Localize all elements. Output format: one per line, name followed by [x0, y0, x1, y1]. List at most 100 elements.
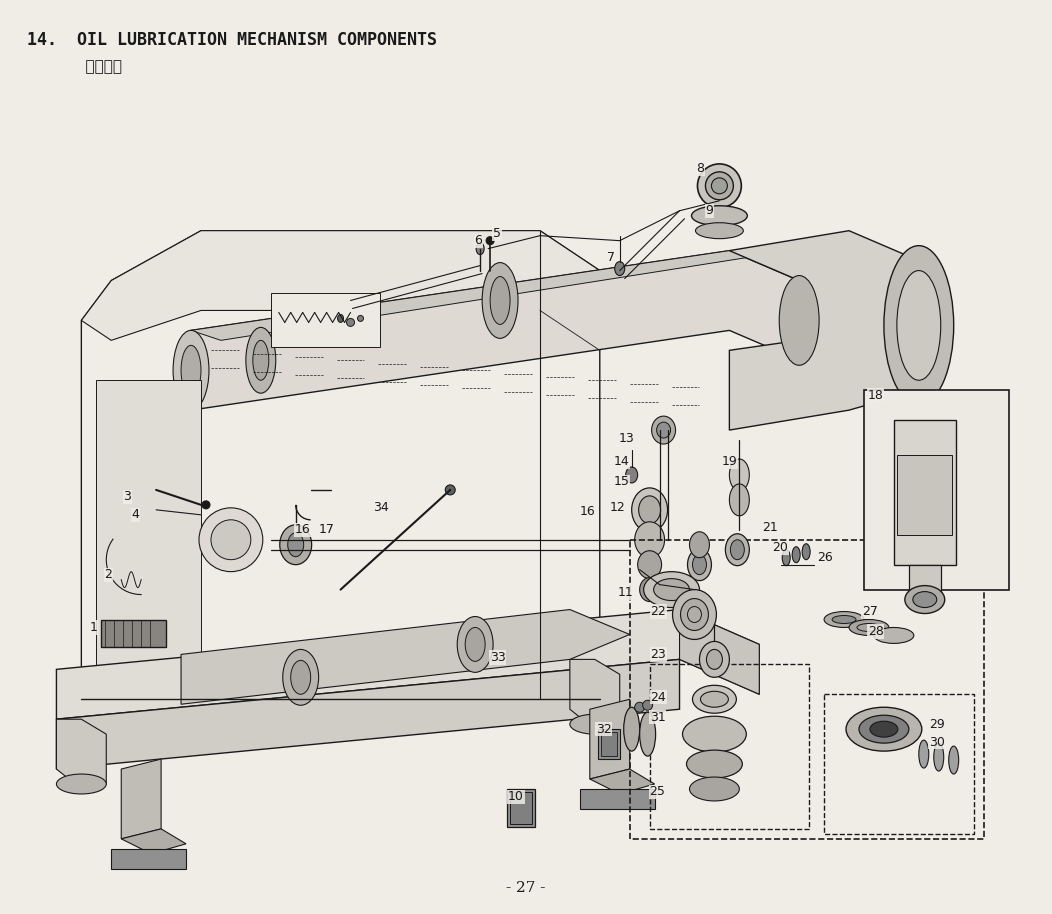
Ellipse shape — [174, 330, 209, 410]
Ellipse shape — [346, 318, 355, 326]
Text: 24: 24 — [650, 691, 666, 704]
Ellipse shape — [691, 206, 747, 226]
Text: 9: 9 — [706, 204, 713, 218]
Ellipse shape — [651, 416, 675, 444]
Text: 3: 3 — [123, 491, 132, 504]
Ellipse shape — [283, 650, 319, 706]
Bar — [112, 849, 186, 868]
Ellipse shape — [729, 459, 749, 491]
Text: 13: 13 — [619, 431, 634, 444]
Polygon shape — [57, 610, 760, 719]
Ellipse shape — [656, 422, 670, 438]
Text: 14.  OIL LUBRICATION MECHANISM COMPONENTS: 14. OIL LUBRICATION MECHANISM COMPONENTS — [26, 31, 437, 49]
Text: 21: 21 — [763, 521, 778, 535]
Text: 28: 28 — [868, 625, 884, 638]
Ellipse shape — [672, 590, 716, 640]
Polygon shape — [81, 230, 600, 699]
Text: 11: 11 — [618, 586, 633, 599]
Ellipse shape — [486, 237, 494, 245]
Polygon shape — [191, 250, 800, 410]
Text: 8: 8 — [696, 163, 705, 175]
Polygon shape — [81, 230, 600, 340]
Polygon shape — [121, 760, 161, 839]
Bar — [510, 792, 532, 824]
Ellipse shape — [202, 501, 210, 509]
Ellipse shape — [692, 555, 707, 575]
Bar — [601, 732, 616, 756]
Polygon shape — [57, 719, 106, 789]
Ellipse shape — [688, 548, 711, 580]
Ellipse shape — [701, 691, 728, 707]
Text: 14: 14 — [613, 455, 629, 469]
Bar — [270, 292, 381, 347]
Ellipse shape — [338, 314, 344, 323]
Ellipse shape — [780, 275, 820, 366]
Ellipse shape — [689, 777, 740, 801]
Ellipse shape — [803, 544, 810, 559]
Bar — [630, 540, 984, 839]
Text: 22: 22 — [650, 605, 666, 618]
Ellipse shape — [614, 261, 625, 275]
Text: 4: 4 — [132, 508, 139, 521]
Ellipse shape — [181, 345, 201, 395]
Polygon shape — [729, 230, 918, 430]
Text: 26: 26 — [817, 551, 833, 564]
Ellipse shape — [711, 178, 727, 194]
Ellipse shape — [252, 340, 268, 380]
Ellipse shape — [643, 700, 652, 710]
Ellipse shape — [687, 750, 743, 778]
Bar — [580, 789, 654, 809]
Bar — [894, 420, 955, 565]
Ellipse shape — [624, 707, 640, 751]
Ellipse shape — [870, 721, 897, 738]
Ellipse shape — [700, 642, 729, 677]
Ellipse shape — [640, 578, 660, 601]
Ellipse shape — [689, 532, 709, 558]
Ellipse shape — [905, 586, 945, 613]
Ellipse shape — [726, 534, 749, 566]
Text: 27: 27 — [862, 605, 877, 618]
Ellipse shape — [918, 740, 929, 768]
Ellipse shape — [570, 714, 620, 734]
Polygon shape — [97, 380, 201, 679]
Text: 23: 23 — [650, 648, 666, 661]
Ellipse shape — [288, 533, 304, 557]
Bar — [101, 620, 166, 647]
Bar — [507, 789, 535, 827]
Ellipse shape — [730, 540, 745, 559]
Text: 30: 30 — [929, 736, 945, 749]
Ellipse shape — [859, 716, 909, 743]
Ellipse shape — [681, 599, 708, 631]
Ellipse shape — [824, 611, 864, 628]
Ellipse shape — [884, 246, 954, 405]
Ellipse shape — [290, 661, 310, 695]
Text: 給油関係: 給油関係 — [66, 59, 122, 74]
Ellipse shape — [638, 551, 662, 579]
Text: 7: 7 — [607, 251, 614, 264]
Text: 16: 16 — [295, 524, 310, 537]
Text: 2: 2 — [104, 569, 113, 581]
Ellipse shape — [640, 712, 655, 756]
Ellipse shape — [706, 172, 733, 200]
Ellipse shape — [465, 628, 485, 662]
Ellipse shape — [644, 571, 700, 608]
Ellipse shape — [653, 579, 689, 600]
Polygon shape — [181, 610, 630, 705]
Ellipse shape — [280, 525, 311, 565]
Text: 18: 18 — [868, 388, 884, 401]
Text: 34: 34 — [373, 502, 389, 515]
Text: 32: 32 — [595, 723, 611, 736]
Text: 12: 12 — [610, 502, 626, 515]
Ellipse shape — [897, 271, 940, 380]
Text: 16: 16 — [580, 505, 595, 518]
Bar — [824, 695, 974, 834]
Bar — [598, 729, 620, 760]
Ellipse shape — [783, 549, 790, 566]
Polygon shape — [191, 250, 760, 340]
Ellipse shape — [695, 223, 744, 239]
Ellipse shape — [729, 484, 749, 515]
Text: 1: 1 — [89, 621, 97, 634]
Ellipse shape — [697, 164, 742, 207]
Ellipse shape — [934, 743, 944, 771]
Ellipse shape — [949, 746, 958, 774]
